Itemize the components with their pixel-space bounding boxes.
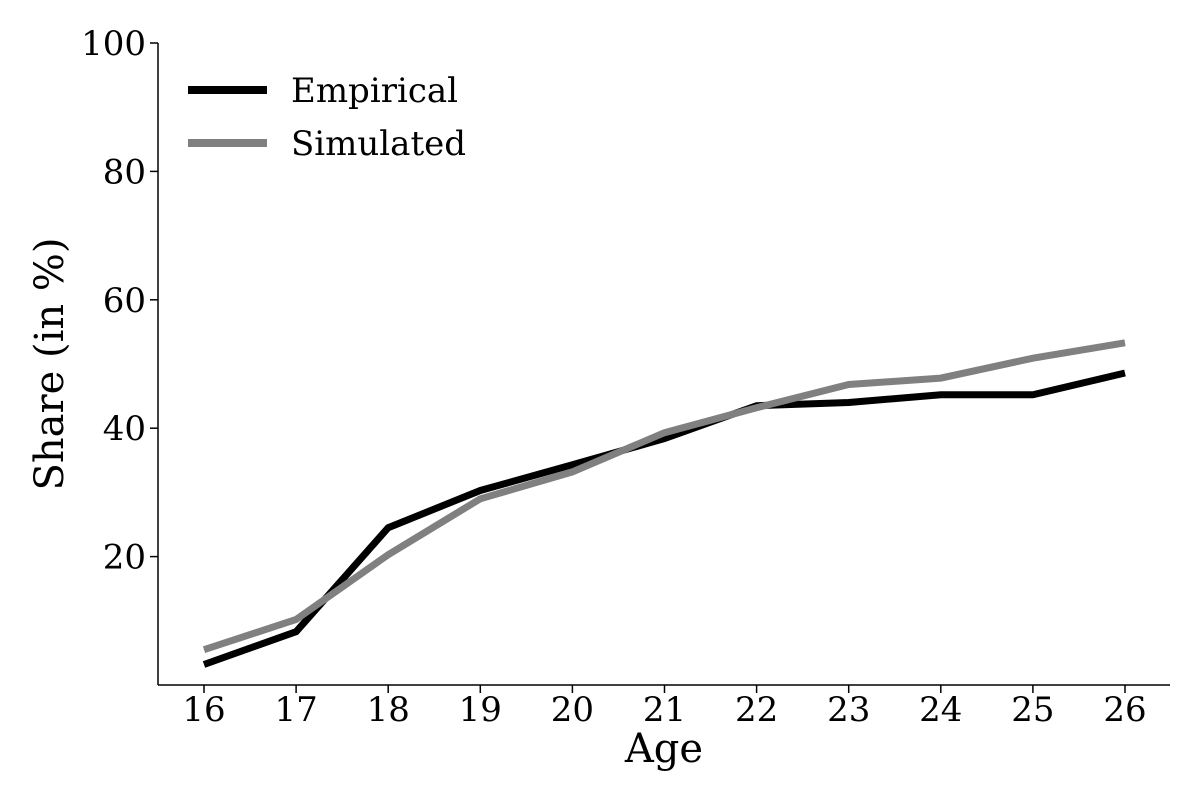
x-tick-label: 25	[1011, 690, 1054, 730]
series-line-empirical	[202, 369, 1126, 668]
y-ticks: 20 40 60 80 100	[81, 24, 158, 578]
y-tick-label: 100	[81, 24, 146, 64]
y-tick-label: 80	[103, 152, 146, 192]
x-tick-label: 23	[827, 690, 870, 730]
x-tick-label: 26	[1103, 690, 1146, 730]
y-tick-label: 40	[103, 409, 146, 449]
x-tick-label: 16	[182, 690, 225, 730]
y-axis-title: Share (in %)	[27, 237, 73, 490]
x-tick-label: 20	[551, 690, 594, 730]
x-tick-label: 22	[735, 690, 778, 730]
x-axis-title: Age	[624, 726, 703, 772]
x-tick-label: 17	[274, 690, 317, 730]
legend-label-simulated: Simulated	[291, 124, 466, 164]
x-tick-label: 24	[919, 690, 962, 730]
x-tick-label: 21	[643, 690, 686, 730]
legend: Empirical Simulated	[188, 71, 466, 164]
series-lines	[202, 339, 1126, 668]
x-tick-label: 19	[459, 690, 502, 730]
x-tick-label: 18	[367, 690, 410, 730]
x-ticks: 16 17 18 19 20 21 22 23 24 25 26	[182, 685, 1147, 730]
series-line-simulated	[202, 339, 1126, 654]
legend-label-empirical: Empirical	[291, 71, 458, 111]
y-tick-label: 20	[103, 538, 146, 578]
y-tick-label: 60	[103, 281, 146, 321]
